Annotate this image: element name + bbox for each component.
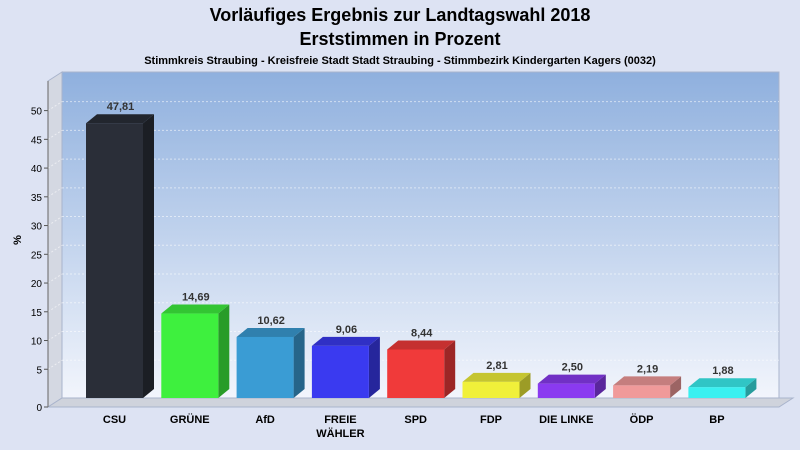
bar-top (311, 336, 380, 346)
bar (387, 349, 445, 398)
bar-side (594, 374, 606, 398)
chart-title-line2: Erststimmen in Prozent (299, 29, 500, 49)
y-tick-label: 10 (31, 337, 43, 348)
bar-top (86, 114, 154, 124)
y-axis-label: % (12, 235, 24, 245)
bar-value-label: 1,88 (712, 365, 733, 377)
plot-floor (46, 397, 795, 408)
bar (311, 345, 369, 398)
bar (462, 381, 520, 398)
bar-side (293, 327, 305, 398)
x-tick-label: AfD (255, 414, 275, 426)
y-tick-label: 15 (31, 308, 43, 319)
gridline-side (47, 216, 63, 226)
x-tick-label: CSU (103, 414, 126, 426)
bar-side (670, 376, 682, 398)
y-tick-label: 0 (36, 403, 42, 414)
bar-top (688, 378, 757, 388)
x-tick-label: SPD (404, 414, 427, 426)
bar-value-label: 2,50 (562, 362, 583, 374)
y-tick-label: 20 (31, 279, 43, 290)
bar-top (462, 372, 531, 382)
bar (537, 383, 595, 398)
gridline-side (47, 244, 63, 255)
bar-side (218, 304, 230, 398)
y-tick-label: 40 (31, 164, 43, 175)
x-tick-label: GRÜNE (170, 413, 210, 426)
bar (236, 336, 294, 398)
y-tick-label: 45 (31, 135, 43, 146)
y-tick-label: 35 (31, 193, 43, 204)
x-tick-label: DIE LINKE (539, 414, 593, 426)
bar-value-label: 10,62 (257, 315, 285, 327)
bar-value-label: 47,81 (107, 101, 135, 113)
x-tick-label: ÖDP (630, 413, 654, 426)
bar-value-label: 14,69 (182, 292, 210, 304)
plot-side-wall (47, 71, 63, 408)
y-tick-label: 25 (31, 250, 43, 261)
gridline-side (47, 101, 63, 112)
bar-value-label: 2,81 (486, 360, 507, 372)
gridline-side (47, 359, 63, 370)
x-tick-label: FREIE (324, 414, 356, 426)
bar-side (368, 336, 380, 398)
gridline-side (47, 331, 63, 341)
bar-top (236, 327, 305, 337)
gridline-side (47, 187, 63, 198)
x-tick-label: FDP (480, 414, 502, 426)
gridline-side (47, 273, 63, 284)
bar (161, 313, 219, 398)
bar-side (745, 378, 757, 398)
bar (613, 385, 671, 398)
plot-area: 0 5 10 15 20 25 30 35 40 45 50 47,81 CSU 14,69 GRÜNE 10… (31, 71, 795, 440)
bar (86, 123, 143, 399)
bar-top (161, 304, 230, 314)
bar-top (537, 374, 606, 384)
chart-subtitle: Stimmkreis Straubing - Kreisfreie Stadt … (144, 55, 656, 67)
bar-side (444, 340, 456, 398)
y-tick-label: 30 (31, 222, 43, 233)
bar-side (143, 114, 154, 399)
gridline-side (47, 158, 63, 169)
bar-value-label: 2,19 (637, 363, 658, 375)
bar-top (613, 376, 682, 386)
gridline-side (47, 302, 63, 313)
y-tick-label: 50 (31, 107, 43, 118)
x-tick-label: BP (709, 414, 724, 426)
gridline-side (47, 129, 63, 140)
bar-value-label: 9,06 (336, 324, 357, 336)
bar-value-label: 8,44 (411, 327, 433, 339)
bar-top (387, 340, 456, 350)
bar (688, 387, 746, 398)
bar-side (519, 372, 531, 398)
x-tick-label: WÄHLER (316, 427, 364, 440)
y-tick-label: 5 (36, 365, 42, 376)
chart-title-line1: Vorläufiges Ergebnis zur Landtagswahl 20… (210, 5, 591, 25)
